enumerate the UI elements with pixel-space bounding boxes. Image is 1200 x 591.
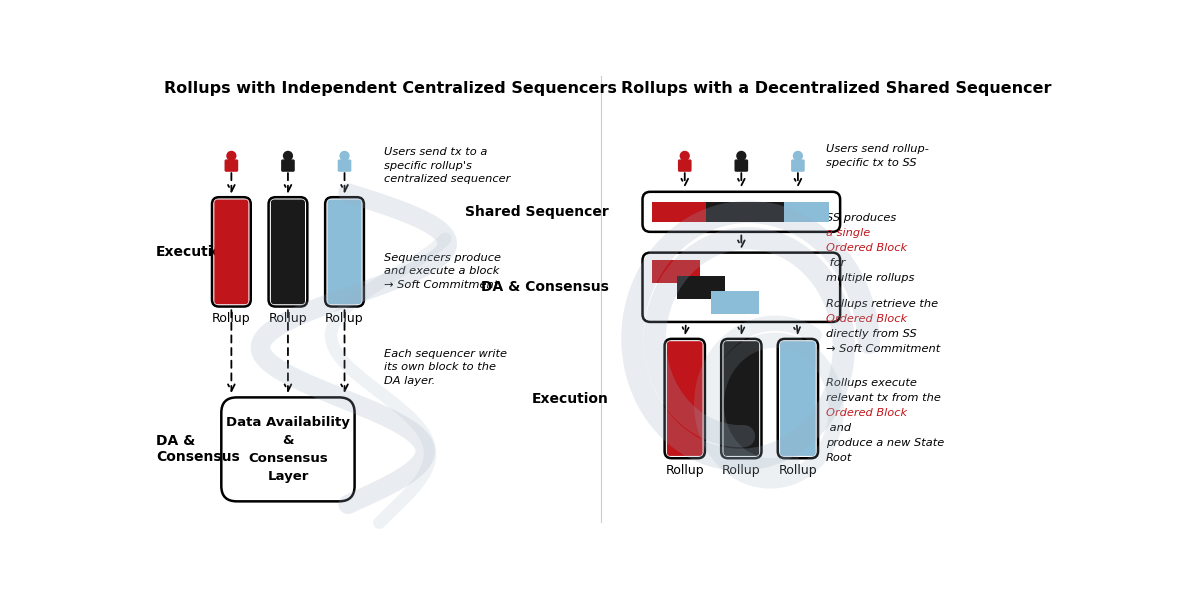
Bar <box>677 276 726 299</box>
FancyBboxPatch shape <box>212 197 251 307</box>
FancyBboxPatch shape <box>269 197 307 307</box>
FancyBboxPatch shape <box>642 192 840 232</box>
FancyBboxPatch shape <box>778 339 818 458</box>
Text: and: and <box>826 423 851 433</box>
FancyBboxPatch shape <box>665 339 704 458</box>
FancyBboxPatch shape <box>724 341 760 456</box>
Text: → Soft Commitment: → Soft Commitment <box>826 344 940 354</box>
Text: multiple rollups: multiple rollups <box>826 272 914 282</box>
FancyBboxPatch shape <box>221 397 355 501</box>
Text: Ordered Block: Ordered Block <box>826 314 907 324</box>
Text: SS produces: SS produces <box>826 213 900 223</box>
FancyBboxPatch shape <box>667 341 702 456</box>
Text: Ordered Block: Ordered Block <box>826 243 907 252</box>
Text: Each sequencer write
its own block to the
DA layer.: Each sequencer write its own block to th… <box>384 349 508 386</box>
Text: Rollups retrieve the: Rollups retrieve the <box>826 299 938 309</box>
Text: Rollup: Rollup <box>269 312 307 325</box>
Text: Rollups execute: Rollups execute <box>826 378 917 388</box>
Bar <box>710 291 758 314</box>
Text: Execution: Execution <box>156 245 233 259</box>
Circle shape <box>737 151 746 161</box>
Circle shape <box>679 151 690 161</box>
Bar <box>652 261 700 284</box>
Circle shape <box>793 151 803 161</box>
Text: a single: a single <box>826 228 870 238</box>
Text: directly from SS: directly from SS <box>826 329 917 339</box>
Text: Users send tx to a
specific rollup's
centralized sequencer: Users send tx to a specific rollup's cen… <box>384 147 510 184</box>
FancyBboxPatch shape <box>325 197 364 307</box>
FancyBboxPatch shape <box>734 160 748 172</box>
FancyBboxPatch shape <box>224 160 239 172</box>
Circle shape <box>283 151 293 161</box>
Bar <box>706 202 784 222</box>
Text: Rollup: Rollup <box>325 312 364 325</box>
Text: relevant tx from the: relevant tx from the <box>826 393 941 403</box>
Text: Execution: Execution <box>532 392 608 405</box>
Text: DA & Consensus: DA & Consensus <box>481 280 608 294</box>
Bar <box>652 202 706 222</box>
Text: produce a new State: produce a new State <box>826 438 944 448</box>
FancyBboxPatch shape <box>281 160 295 172</box>
Text: Shared Sequencer: Shared Sequencer <box>466 205 608 219</box>
Text: for: for <box>826 258 845 268</box>
FancyBboxPatch shape <box>215 200 248 304</box>
Circle shape <box>227 151 236 161</box>
Text: Data Availability
&
Consensus
Layer: Data Availability & Consensus Layer <box>226 416 350 483</box>
Text: Rollup: Rollup <box>722 463 761 476</box>
FancyBboxPatch shape <box>328 200 361 304</box>
Text: Ordered Block: Ordered Block <box>826 408 907 418</box>
FancyBboxPatch shape <box>780 341 816 456</box>
FancyBboxPatch shape <box>337 160 352 172</box>
FancyBboxPatch shape <box>678 160 691 172</box>
Text: Rollups with a Decentralized Shared Sequencer: Rollups with a Decentralized Shared Sequ… <box>622 81 1051 96</box>
FancyBboxPatch shape <box>271 200 305 304</box>
Bar <box>784 202 828 222</box>
Text: Sequencers produce
and execute a block
→ Soft Commitment: Sequencers produce and execute a block →… <box>384 252 502 290</box>
Text: DA &
Consensus: DA & Consensus <box>156 434 240 465</box>
FancyBboxPatch shape <box>791 160 805 172</box>
Text: Rollup: Rollup <box>779 463 817 476</box>
Text: Root: Root <box>826 453 852 463</box>
FancyBboxPatch shape <box>721 339 762 458</box>
Text: Users send rollup-
specific tx to SS: Users send rollup- specific tx to SS <box>826 144 929 168</box>
FancyBboxPatch shape <box>642 252 840 322</box>
Circle shape <box>340 151 349 161</box>
Text: Rollup: Rollup <box>666 463 704 476</box>
Text: Rollup: Rollup <box>212 312 251 325</box>
Text: Rollups with Independent Centralized Sequencers: Rollups with Independent Centralized Seq… <box>164 81 617 96</box>
